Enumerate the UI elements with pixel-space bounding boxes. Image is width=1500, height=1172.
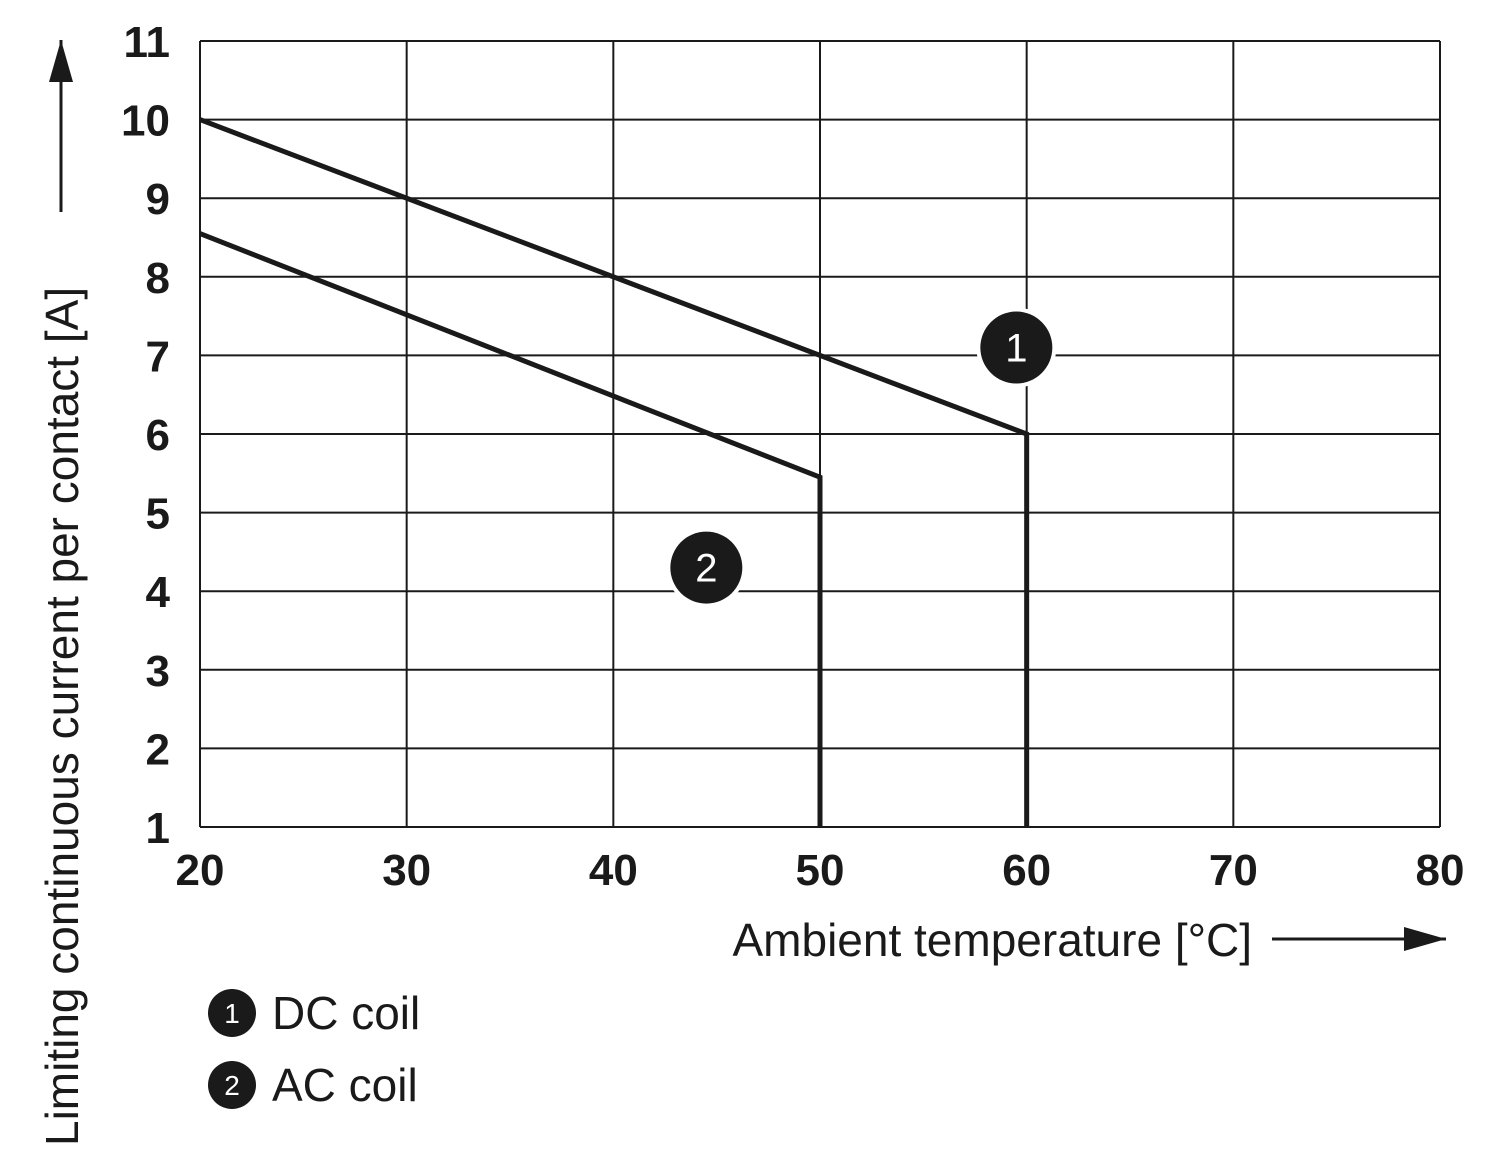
- x-axis-arrowhead-icon: [1404, 927, 1446, 951]
- y-tick-label: 5: [146, 490, 170, 539]
- y-tick-labels: 1 2 3 4 5 6 7 8 9 10 11: [121, 18, 170, 853]
- x-axis-label: Ambient temperature [°C]: [733, 914, 1253, 966]
- legend-item-label: AC coil: [272, 1059, 418, 1111]
- x-tick-label: 60: [1002, 846, 1051, 895]
- y-tick-label: 11: [123, 18, 170, 67]
- x-tick-label: 40: [589, 846, 638, 895]
- y-tick-label: 1: [146, 804, 170, 853]
- annotation-badge-2: [670, 531, 743, 604]
- x-tick-label: 80: [1416, 846, 1465, 895]
- legend-badge-label: 1: [224, 998, 240, 1029]
- series-line-1: [199, 117, 1030, 827]
- x-tick-label: 70: [1209, 846, 1258, 895]
- x-tick-labels: 20 30 40 50 60 70 80: [176, 846, 1465, 895]
- x-tick-label: 30: [382, 846, 431, 895]
- annotation-label: 1: [1005, 327, 1027, 371]
- y-tick-label: 10: [121, 97, 170, 146]
- series-line-2: [199, 231, 823, 827]
- series-annotations: 12: [666, 307, 1057, 608]
- y-tick-label: 7: [146, 332, 170, 381]
- legend-badge-label: 2: [224, 1070, 240, 1101]
- x-tick-label: 50: [796, 846, 845, 895]
- y-tick-label: 9: [146, 175, 170, 224]
- legend-badge-2: [208, 1061, 256, 1109]
- y-tick-label: 4: [146, 568, 171, 617]
- x-tick-label: 20: [176, 846, 225, 895]
- y-axis-label: Limiting continuous current per contact …: [36, 287, 88, 1146]
- y-tick-label: 2: [146, 725, 170, 774]
- y-tick-label: 3: [146, 647, 170, 696]
- legend: 1 DC coil 2 AC coil: [208, 987, 420, 1111]
- series-lines: [199, 117, 1030, 827]
- annotation-label: 2: [695, 547, 717, 591]
- legend-badge-1: [208, 989, 256, 1037]
- y-tick-label: 6: [146, 411, 170, 460]
- legend-item-label: DC coil: [272, 987, 420, 1039]
- y-axis-arrowhead-icon: [49, 40, 73, 82]
- annotation-badge-1: [980, 311, 1053, 384]
- y-tick-label: 8: [146, 254, 170, 303]
